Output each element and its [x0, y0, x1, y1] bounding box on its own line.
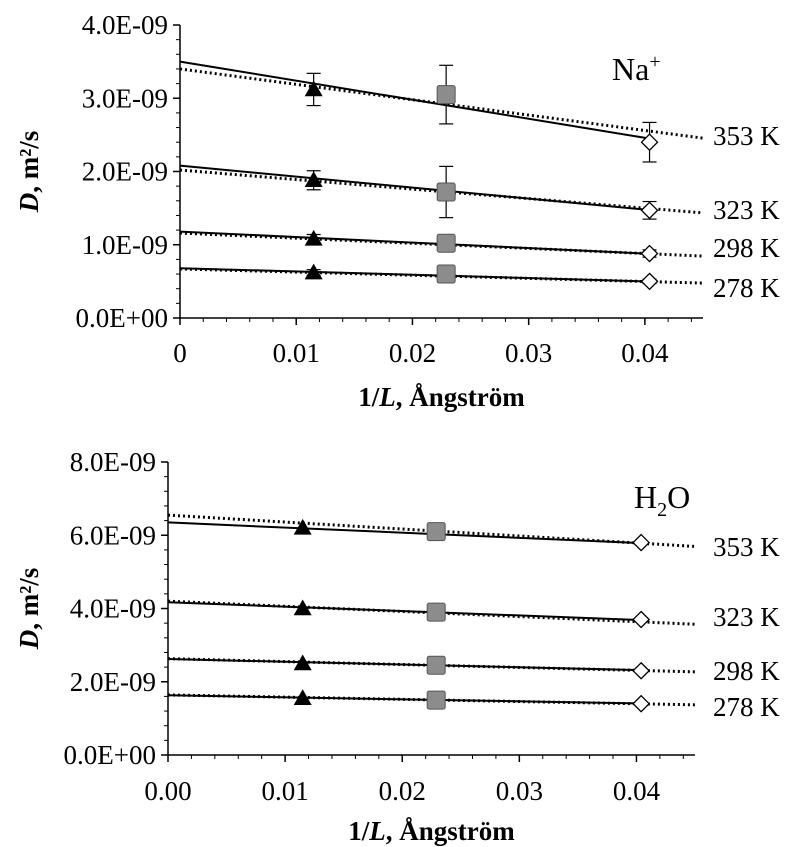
square-marker: [436, 85, 456, 105]
y-tick-label: 3.0E-09: [82, 83, 168, 113]
panel-label: Na+: [612, 51, 661, 87]
x-tick-label: 0: [173, 338, 187, 368]
diamond-marker: [632, 610, 651, 629]
y-tick-label: 2.0E-09: [70, 667, 156, 697]
triangle-marker: [304, 263, 323, 280]
y-tick-label: 2.0E-09: [82, 157, 168, 187]
y-tick-label: 1.0E-09: [82, 230, 168, 260]
x-tick-label: 0.00: [144, 776, 191, 806]
series-label: 278 K: [713, 273, 780, 303]
panel-na: 0.0E+00 1.0E-09 2.0E-09 3.0E-09 4.0E-09 0 0.01…: [14, 10, 780, 412]
square-marker: [426, 522, 446, 542]
solid-fit-line: [179, 164, 650, 212]
diamond-marker: [632, 694, 651, 713]
diamond-marker: [640, 133, 659, 152]
x-tick-label: 0.03: [496, 776, 543, 806]
series-278k: 278 K: [167, 689, 780, 722]
series-label: 278 K: [713, 692, 780, 722]
triangle-marker: [304, 171, 323, 188]
x-tick-label: 0.01: [261, 776, 308, 806]
solid-fit-line: [179, 230, 650, 255]
x-axis-title: 1/L, Ångström: [358, 382, 525, 412]
diamond-marker: [640, 272, 659, 291]
solid-fit-line: [179, 267, 650, 283]
square-marker: [436, 264, 456, 284]
series-323k: 323 K: [179, 164, 780, 225]
square-marker: [426, 690, 446, 710]
series-label: 298 K: [713, 656, 780, 686]
series-298k: 298 K: [179, 229, 780, 263]
square-marker: [426, 602, 446, 622]
solid-fit-line: [167, 658, 642, 672]
series-label: 323 K: [713, 602, 780, 632]
triangle-marker: [304, 80, 323, 97]
square-marker: [436, 182, 456, 202]
y-tick-label: 4.0E-09: [70, 594, 156, 624]
triangle-marker: [293, 689, 312, 705]
x-tick-label: 0.01: [273, 338, 320, 368]
series-353k: 353 K: [179, 60, 780, 163]
diamond-marker: [640, 201, 659, 220]
series-label: 323 K: [713, 195, 780, 225]
y-axis-title: D, m²/s: [14, 131, 44, 214]
series-label: 353 K: [713, 532, 780, 562]
x-tick-label: 0.03: [505, 338, 552, 368]
x-tick-label: 0.02: [379, 776, 426, 806]
solid-fit-line: [167, 521, 642, 545]
y-tick-label: 8.0E-09: [70, 447, 156, 477]
y-axis-title: D, m²/s: [14, 568, 44, 651]
diamond-marker: [640, 244, 659, 263]
triangle-marker: [293, 518, 312, 535]
x-tick-label: 0.04: [613, 776, 661, 806]
triangle-marker: [293, 654, 312, 671]
solid-fit-line: [167, 694, 642, 705]
series-label: 353 K: [713, 121, 780, 151]
y-tick-label: 0.0E+00: [64, 740, 156, 770]
x-axis-title: 1/L, Ångström: [348, 816, 515, 846]
triangle-marker: [293, 599, 312, 616]
series-323k: 323 K: [167, 599, 780, 632]
diamond-marker: [632, 533, 651, 552]
square-marker: [436, 233, 456, 253]
x-tick-label: 0.02: [389, 338, 436, 368]
solid-fit-line: [179, 60, 650, 140]
series-278k: 278 K: [179, 263, 780, 303]
series-298k: 298 K: [167, 654, 780, 686]
square-marker: [426, 655, 446, 675]
panel-h2o: 0.0E+00 2.0E-09 4.0E-09 6.0E-09 8.0E-09 0.00 0…: [14, 447, 780, 846]
panel-label: H2O: [634, 479, 690, 521]
series-label: 298 K: [713, 233, 780, 263]
y-tick-label: 6.0E-09: [70, 520, 156, 550]
y-tick-label: 4.0E-09: [82, 10, 168, 40]
series-353k: 353 K: [167, 513, 780, 562]
triangle-marker: [304, 229, 323, 246]
x-tick-label: 0.04: [621, 338, 669, 368]
y-tick-label: 0.0E+00: [76, 303, 168, 333]
diamond-marker: [632, 661, 651, 680]
solid-fit-line: [167, 601, 642, 622]
